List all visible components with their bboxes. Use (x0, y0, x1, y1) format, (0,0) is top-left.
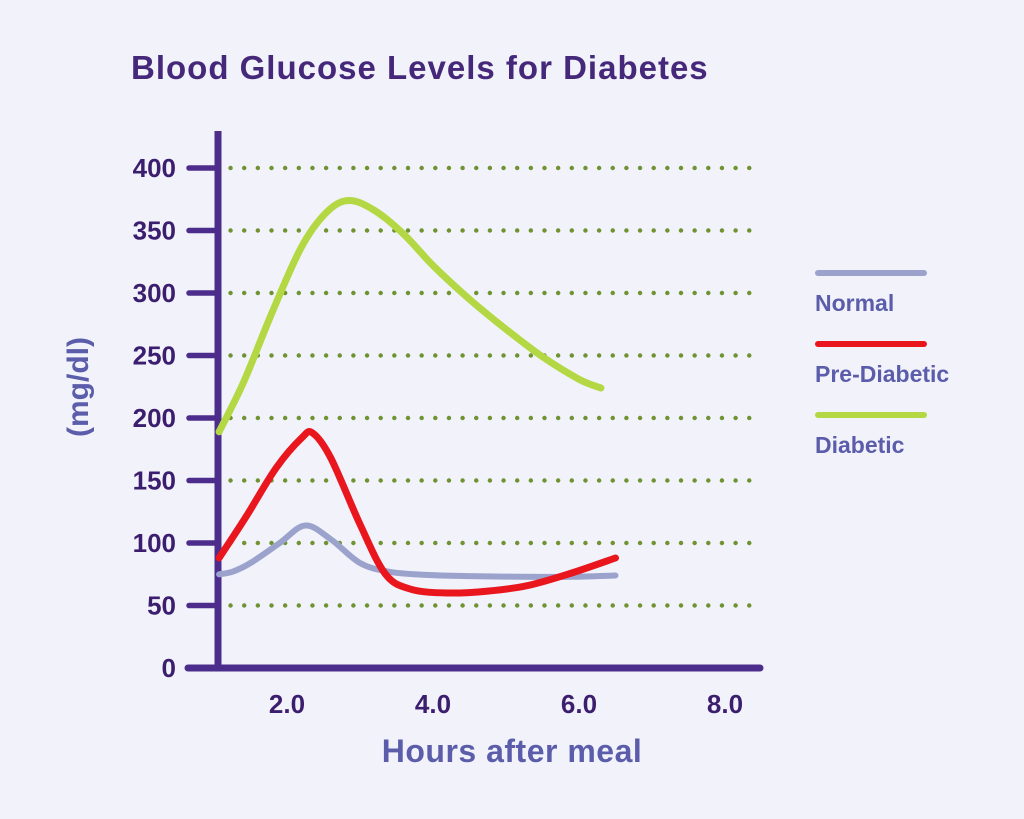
series-line-diabetic (215, 197, 605, 436)
legend-label-normal: Normal (815, 290, 895, 316)
legend-item-diabetic: Diabetic (815, 412, 949, 459)
x-tick-label: 6.0 (561, 689, 597, 719)
y-tick-label: 150 (133, 466, 176, 496)
y-tick-label: 50 (147, 591, 176, 621)
legend-label-diabetic: Diabetic (815, 432, 905, 458)
legend-item-pre-diabetic: Pre-Diabetic (815, 341, 949, 388)
x-tick-label: 8.0 (707, 689, 743, 719)
y-tick-label: 200 (133, 403, 176, 433)
x-tick-label: 4.0 (415, 689, 451, 719)
y-tick-label: 350 (133, 216, 176, 246)
legend-item-normal: Normal (815, 270, 949, 317)
x-axis-label: Hours after meal (381, 733, 643, 769)
legend: Normal Pre-Diabetic Diabetic (815, 270, 949, 483)
legend-swatch-pre-diabetic (815, 341, 927, 347)
series-line-pre-diabetic (215, 428, 619, 597)
series-line-normal (216, 522, 619, 580)
legend-label-pre-diabetic: Pre-Diabetic (815, 361, 950, 387)
chart-title: Blood Glucose Levels for Diabetes (131, 49, 709, 86)
legend-swatch-normal (815, 270, 927, 276)
legend-swatch-diabetic (815, 412, 927, 418)
x-tick-label: 2.0 (269, 689, 305, 719)
y-tick-label: 250 (133, 341, 176, 371)
y-tick-label: 400 (133, 153, 176, 183)
y-tick-label: 300 (133, 278, 176, 308)
y-tick-label: 0 (162, 653, 176, 683)
y-tick-label: 100 (133, 528, 176, 558)
